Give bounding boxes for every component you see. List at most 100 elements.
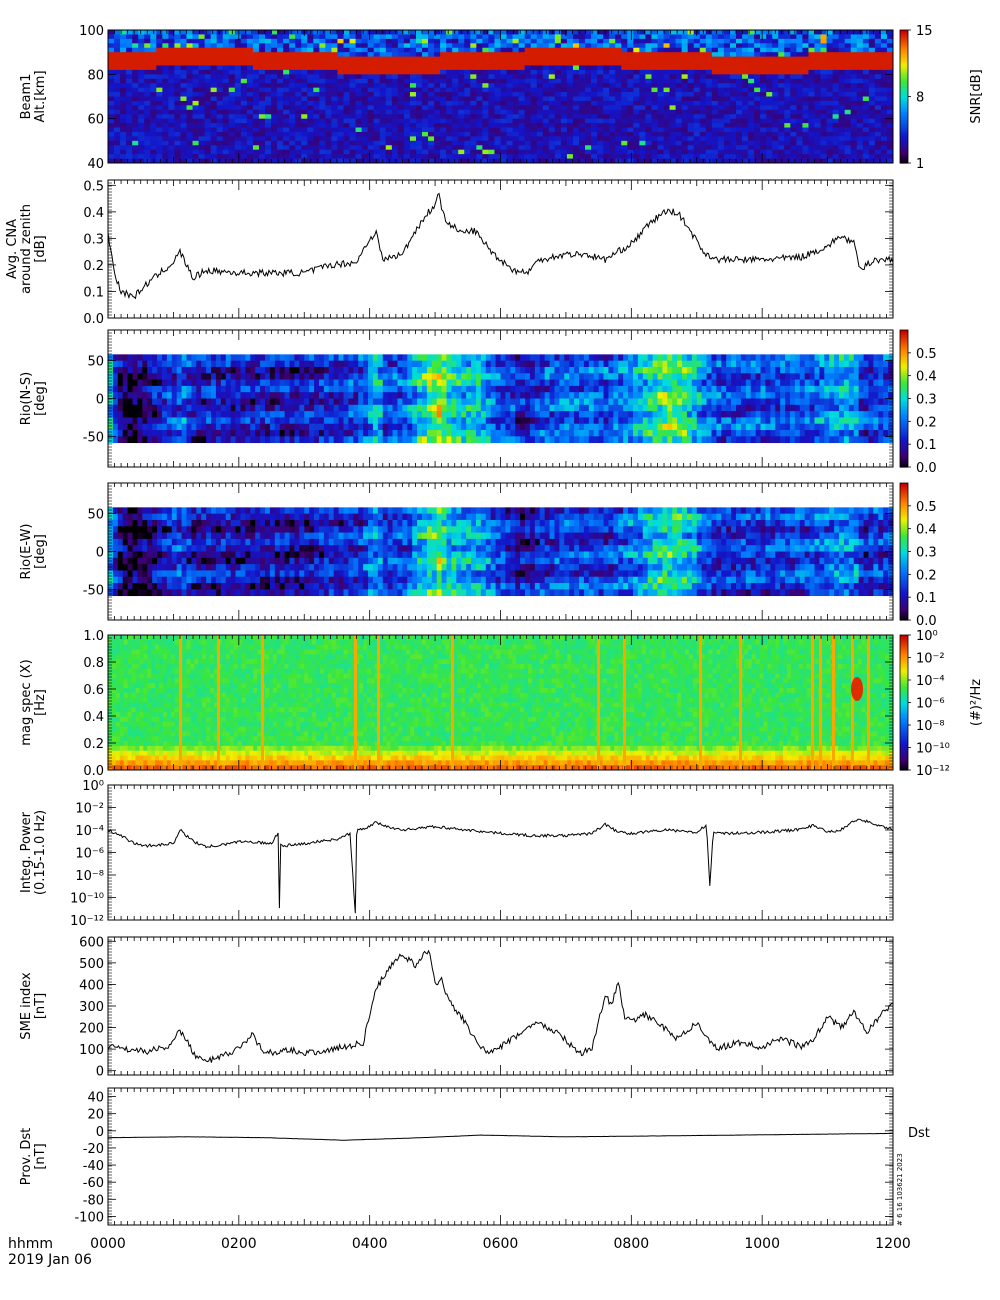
heatmap-cell bbox=[295, 101, 301, 106]
heatmap-cell bbox=[639, 97, 645, 102]
heatmap-cell bbox=[283, 119, 289, 124]
heatmap-cell bbox=[337, 52, 343, 57]
heatmap-cell bbox=[863, 48, 869, 53]
heatmap-cell bbox=[191, 367, 196, 374]
heatmap-cell bbox=[108, 92, 114, 97]
heatmap-cell bbox=[754, 92, 760, 97]
heatmap-cell bbox=[123, 424, 128, 431]
heatmap-cell bbox=[664, 88, 670, 93]
heatmap-cell bbox=[857, 74, 863, 79]
heatmap-cell bbox=[658, 30, 664, 35]
heatmap-cell bbox=[191, 354, 196, 361]
heatmap-cell bbox=[313, 79, 319, 84]
heatmap-cell bbox=[253, 65, 259, 70]
heatmap-cell bbox=[167, 436, 172, 443]
heatmap-cell bbox=[168, 88, 174, 93]
heatmap-cell bbox=[881, 92, 887, 97]
heatmap-cell bbox=[724, 128, 730, 133]
heatmap-cell bbox=[362, 61, 368, 66]
heatmap-cell bbox=[543, 119, 549, 124]
heatmap-cell bbox=[488, 150, 494, 155]
heatmap-cell bbox=[410, 154, 416, 159]
heatmap-cell bbox=[802, 150, 808, 155]
heatmap-cell bbox=[507, 65, 513, 70]
heatmap-cell bbox=[676, 132, 682, 137]
heatmap-cell bbox=[875, 114, 881, 119]
heatmap-cell bbox=[561, 110, 567, 115]
heatmap-cell bbox=[120, 74, 126, 79]
heatmap-cell bbox=[754, 52, 760, 57]
heatmap-cell bbox=[688, 110, 694, 115]
heatmap-cell bbox=[416, 83, 422, 88]
heatmap-cell bbox=[156, 30, 162, 35]
heatmap-cell bbox=[887, 110, 893, 115]
heatmap-cell bbox=[615, 132, 621, 137]
heatmap-cell bbox=[416, 65, 422, 70]
heatmap-cell bbox=[621, 65, 627, 70]
heatmap-cell bbox=[464, 92, 470, 97]
heatmap-cell bbox=[688, 101, 694, 106]
heatmap-cell bbox=[676, 30, 682, 35]
heatmap-cell bbox=[537, 97, 543, 102]
heatmap-cell bbox=[277, 48, 283, 53]
heatmap-cell bbox=[706, 110, 712, 115]
heatmap-cell bbox=[374, 105, 380, 110]
heatmap-cell bbox=[313, 136, 319, 141]
heatmap-cell bbox=[162, 367, 167, 374]
heatmap-cell bbox=[501, 154, 507, 159]
heatmap-cell bbox=[531, 70, 537, 75]
heatmap-cell bbox=[784, 70, 790, 75]
heatmap-cell bbox=[253, 132, 259, 137]
heatmap-cell bbox=[839, 97, 845, 102]
heatmap-cell bbox=[664, 145, 670, 150]
heatmap-cell bbox=[802, 79, 808, 84]
heatmap-cell bbox=[199, 57, 205, 62]
heatmap-cell bbox=[271, 43, 277, 48]
heatmap-cell bbox=[670, 154, 676, 159]
heatmap-cell bbox=[688, 30, 694, 35]
heatmap-cell bbox=[567, 132, 573, 137]
heatmap-cell bbox=[380, 114, 386, 119]
heatmap-cell bbox=[174, 65, 180, 70]
heatmap-cell bbox=[597, 52, 603, 57]
heatmap-cell bbox=[283, 57, 289, 62]
heatmap-cell bbox=[470, 132, 476, 137]
heatmap-cell bbox=[108, 132, 114, 137]
heatmap-cell bbox=[265, 141, 271, 146]
heatmap-cell bbox=[386, 92, 392, 97]
heatmap-cell bbox=[670, 92, 676, 97]
heatmap-cell bbox=[682, 70, 688, 75]
heatmap-cell bbox=[380, 110, 386, 115]
heatmap-cell bbox=[344, 74, 350, 79]
heatmap-cell bbox=[144, 128, 150, 133]
heatmap-cell bbox=[368, 141, 374, 146]
heatmap-cell bbox=[174, 114, 180, 119]
heatmap-cell bbox=[790, 74, 796, 79]
heatmap-cell bbox=[808, 57, 814, 62]
heatmap-cell bbox=[319, 97, 325, 102]
heatmap-cell bbox=[494, 114, 500, 119]
heatmap-cell bbox=[585, 39, 591, 44]
heatmap-cell bbox=[142, 392, 147, 399]
heatmap-cell bbox=[760, 34, 766, 39]
heatmap-cell bbox=[513, 74, 519, 79]
heatmap-cell bbox=[398, 123, 404, 128]
heatmap-cell bbox=[579, 92, 585, 97]
heatmap-cell bbox=[760, 132, 766, 137]
heatmap-cell bbox=[833, 48, 839, 53]
heatmap-cell bbox=[362, 48, 368, 53]
heatmap-cell bbox=[670, 141, 676, 146]
heatmap-cell bbox=[567, 97, 573, 102]
heatmap-cell bbox=[724, 132, 730, 137]
heatmap-cell bbox=[658, 154, 664, 159]
heatmap-cell bbox=[350, 61, 356, 66]
heatmap-cell bbox=[196, 361, 201, 368]
heatmap-cell bbox=[863, 136, 869, 141]
heatmap-cell bbox=[555, 119, 561, 124]
heatmap-cell bbox=[144, 79, 150, 84]
heatmap-cell bbox=[772, 88, 778, 93]
heatmap-cell bbox=[319, 30, 325, 35]
heatmap-cell bbox=[476, 83, 482, 88]
heatmap-cell bbox=[718, 88, 724, 93]
heatmap-cell bbox=[591, 128, 597, 133]
